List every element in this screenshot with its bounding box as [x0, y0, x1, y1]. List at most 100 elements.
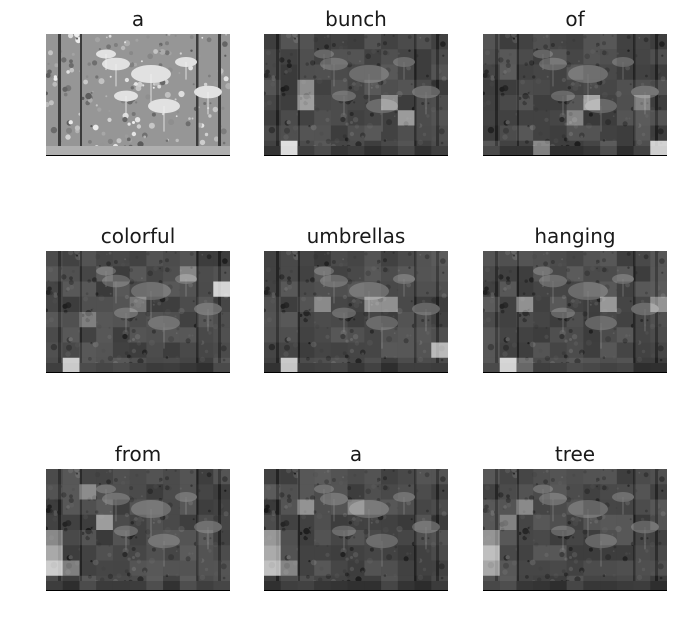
attention-cell [264, 251, 281, 267]
attention-cell [264, 34, 281, 50]
attention-cell [112, 469, 130, 485]
attention-cell [650, 79, 667, 95]
attention-cell [414, 266, 432, 282]
attention-cell [633, 125, 651, 141]
attention-cell [414, 296, 432, 312]
attention-cell [62, 560, 80, 576]
attention-cell [566, 342, 584, 358]
attention-cell [196, 357, 214, 373]
attention-cell [364, 110, 382, 126]
panel-image [264, 34, 448, 156]
attention-cell [414, 342, 432, 358]
attention-cell [566, 499, 584, 515]
attention-cell [600, 312, 617, 328]
attention-cell [483, 469, 500, 485]
attention-cell [516, 95, 534, 111]
attention-cell [431, 281, 448, 297]
attention-cell [381, 296, 398, 312]
attention-cell [381, 49, 398, 65]
attention-cell [431, 64, 448, 80]
attention-cell [280, 327, 298, 343]
attention-cell [146, 575, 164, 591]
attention-hotspot [516, 499, 534, 515]
attention-cell [483, 140, 500, 156]
attention-cell [650, 499, 667, 515]
attention-cell [549, 514, 567, 530]
attention-cell [516, 327, 534, 343]
attention-cell [213, 251, 230, 266]
attention-cell [499, 251, 517, 267]
attention-cell [213, 514, 230, 530]
attention-cell [516, 357, 534, 373]
attention-cell [196, 266, 214, 282]
attention-cell [583, 266, 601, 282]
attention-cell [499, 125, 517, 141]
attention-cell [330, 79, 348, 95]
attention-cell [583, 79, 601, 95]
panel-image [46, 34, 230, 156]
attention-cell [330, 484, 348, 500]
attention-cell [314, 110, 331, 126]
attention-cell [583, 49, 601, 65]
attention-cell [483, 126, 500, 141]
attention-cell [196, 281, 214, 297]
attention-cell [381, 327, 398, 343]
attention-cell [381, 95, 398, 111]
attention-cell [633, 327, 651, 343]
attention-cell [499, 514, 517, 530]
attention-cell [213, 484, 230, 499]
attention-cell [397, 312, 415, 328]
attention-cell [62, 281, 80, 297]
attention-cell [633, 499, 651, 515]
attention-cell [633, 312, 651, 328]
scene [46, 469, 230, 591]
attention-cell [499, 342, 517, 358]
attention-cell [62, 266, 80, 282]
attention-cell [314, 49, 331, 65]
attention-cell [516, 575, 534, 591]
panel-image [264, 251, 448, 373]
attention-cell [549, 251, 567, 267]
attention-cell [566, 530, 584, 546]
attention-cell [63, 576, 80, 591]
attention-hotspot [583, 95, 601, 111]
attention-hotspot [381, 95, 398, 111]
attention-cell [650, 357, 667, 373]
attention-map [264, 251, 448, 373]
attention-cell [264, 514, 281, 530]
attention-cell [264, 140, 281, 156]
attention-cell [499, 110, 517, 126]
attention-cell [499, 560, 517, 576]
attention-hotspot [483, 530, 500, 546]
attention-map [483, 34, 667, 156]
attention-cell [297, 110, 315, 126]
panel-caption: of [565, 7, 585, 31]
attention-cell [96, 499, 113, 515]
attention-cell [364, 251, 382, 267]
attention-cell [397, 49, 415, 65]
attention-cell [297, 343, 314, 358]
attention-cell [549, 266, 567, 282]
attention-cell [113, 266, 130, 281]
attention-cell [347, 49, 365, 65]
attention-cell [549, 64, 567, 80]
attention-cell [381, 469, 398, 485]
attention-cell [280, 49, 298, 65]
attention-cell [146, 327, 164, 343]
attention-cell [146, 469, 164, 485]
attention-cell [549, 140, 567, 156]
attention-cell [499, 95, 517, 111]
attention-cell [280, 575, 298, 591]
attention-cell [414, 530, 432, 546]
attention-cell [616, 49, 634, 65]
attention-cell [314, 575, 331, 591]
attention-cell [330, 312, 348, 328]
attention-cell [414, 469, 432, 485]
attention-cell [431, 357, 448, 373]
attention-cell [179, 560, 197, 576]
attention-cell [397, 357, 415, 373]
attention-cell [617, 545, 634, 560]
attention-cell [516, 49, 534, 65]
attention-cell [431, 125, 448, 141]
attention-cell [364, 64, 382, 80]
